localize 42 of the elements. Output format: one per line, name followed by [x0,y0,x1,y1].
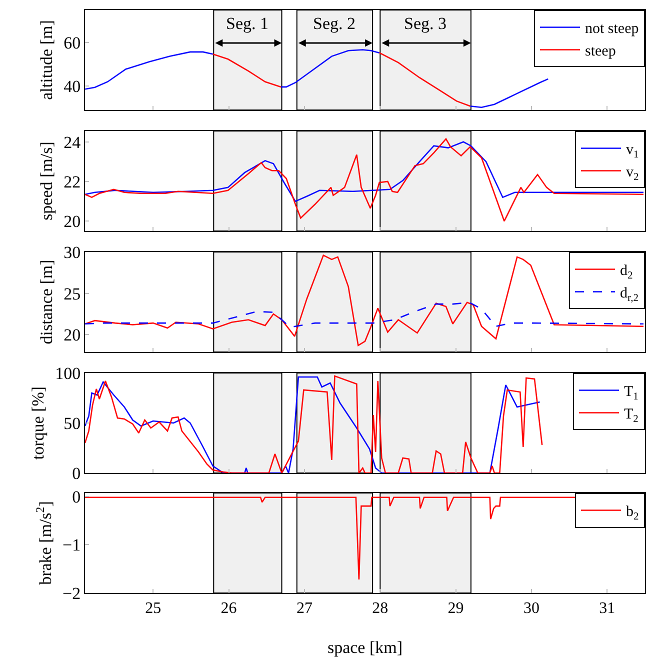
y-axis-title: distance [m] [37,260,56,344]
x-tick-label: 27 [296,600,312,618]
legend-label: not steep [585,21,639,38]
band-label: Seg. 1 [226,14,268,33]
y-tick-label: 40 [64,77,81,96]
y-axis-title: torque [%] [28,386,48,460]
y-tick-label: 60 [64,34,81,53]
y-tick-label: 100 [55,364,81,383]
band-label: Seg. 2 [313,14,356,33]
y-tick-label: −1 [62,536,81,555]
legend-label: d$_{r,2}$ [620,286,638,304]
x-tick-label: 30 [523,600,540,618]
y-axis-title: altitude [m] [37,20,56,100]
line-series [85,138,644,222]
legend-label: d$_{2}$ [620,263,633,282]
y-tick-label: 0 [72,464,81,483]
legend-label: steep [585,44,616,60]
y-axis-title: speed [m/s] [37,142,56,220]
legend-label: b$_{2}$ [626,504,639,522]
band-label: Seg. 3 [404,14,446,33]
x-tick-label: 28 [372,600,388,618]
y-tick-label: 50 [64,414,81,433]
x-tick-label: 29 [448,600,464,618]
x-tick-label: 26 [220,600,237,618]
y-tick-label: 0 [72,487,81,506]
y-tick-label: 22 [64,172,81,192]
line-series [85,141,644,202]
x-tick-label: 31 [599,600,616,618]
x-tick-label: 25 [145,600,162,618]
line-series [85,302,644,328]
y-tick-label: 25 [64,284,81,304]
y-tick-label: −2 [62,584,81,603]
legend-label: T$_{1}$ [624,384,638,402]
line-series [85,254,644,346]
legend-label: T$_{2}$ [624,406,638,425]
y-tick-label: 24 [64,132,82,152]
y-tick-label: 30 [64,242,81,262]
x-axis-title: space [km] [327,638,403,657]
y-tick-label: 20 [64,212,81,232]
legend-label: v$_{2}$ [626,164,639,183]
legend-label: v$_{1}$ [626,142,639,160]
y-tick-label: 20 [64,326,81,345]
